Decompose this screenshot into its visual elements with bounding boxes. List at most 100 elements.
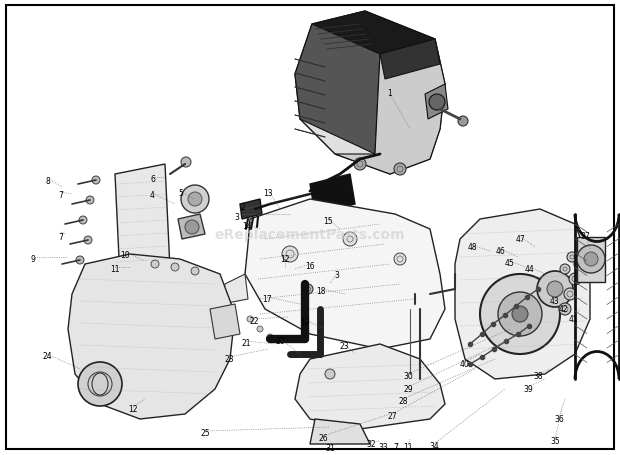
Text: 7: 7 [58,233,63,242]
Text: 35: 35 [550,436,560,445]
Circle shape [191,268,199,275]
Text: 11: 11 [110,265,120,274]
Text: 45: 45 [505,259,515,268]
Polygon shape [380,40,440,80]
Polygon shape [455,210,590,379]
Circle shape [185,221,199,234]
Text: 37: 37 [580,232,590,241]
Text: 3: 3 [234,213,239,222]
Text: 39: 39 [523,384,533,394]
Text: 43: 43 [550,297,560,306]
Text: 33: 33 [378,443,388,451]
Text: 10: 10 [120,250,130,259]
Polygon shape [115,165,170,279]
Circle shape [574,258,586,270]
Text: 41: 41 [568,315,578,324]
Circle shape [569,273,581,285]
Polygon shape [210,304,240,339]
Circle shape [429,95,445,111]
Circle shape [92,177,100,185]
Text: 32: 32 [366,440,376,449]
Text: 44: 44 [525,265,535,274]
Text: 16: 16 [305,262,315,271]
Circle shape [325,369,335,379]
Text: 8: 8 [46,177,50,186]
Polygon shape [310,419,370,444]
Text: 2: 2 [241,202,246,211]
Text: 13: 13 [263,188,273,197]
Circle shape [512,306,528,322]
Text: 24: 24 [42,352,52,361]
Text: 27: 27 [387,412,397,420]
Text: 25: 25 [200,429,210,438]
Text: 7: 7 [58,190,63,199]
Circle shape [76,257,84,264]
Polygon shape [312,12,435,55]
Circle shape [303,284,313,294]
Circle shape [343,233,357,247]
Text: 20: 20 [275,337,285,346]
Text: 30: 30 [403,372,413,381]
Text: 15: 15 [323,217,333,226]
Circle shape [188,192,202,207]
Circle shape [577,245,605,273]
Polygon shape [240,200,262,219]
Text: 26: 26 [318,434,328,443]
Text: 34: 34 [429,441,439,450]
Text: 12: 12 [280,255,290,264]
Circle shape [567,253,577,263]
Circle shape [267,334,273,340]
Text: 18: 18 [316,287,326,296]
Circle shape [394,164,406,176]
Text: 47: 47 [516,235,526,244]
Circle shape [79,217,87,224]
Circle shape [354,159,366,171]
Polygon shape [178,214,205,239]
Circle shape [257,326,263,332]
Circle shape [151,260,159,268]
Text: 5: 5 [179,188,184,197]
Polygon shape [335,40,445,175]
Text: 23: 23 [224,355,234,364]
Text: 9: 9 [30,255,35,264]
Polygon shape [68,254,235,419]
Text: 42: 42 [558,305,568,314]
Text: 17: 17 [262,295,272,304]
Text: 38: 38 [533,372,543,381]
Text: eReplacementParts.com: eReplacementParts.com [215,228,405,242]
Circle shape [171,263,179,271]
Text: 7: 7 [394,443,399,451]
Text: 11: 11 [403,443,413,451]
Circle shape [560,264,570,274]
Text: 4: 4 [149,191,154,200]
Text: 48: 48 [467,243,477,252]
Text: 28: 28 [398,397,408,405]
Text: 40: 40 [460,360,470,369]
Circle shape [84,237,92,244]
Circle shape [181,157,191,167]
Polygon shape [295,25,380,155]
Circle shape [282,247,298,263]
Text: 12: 12 [128,404,138,414]
Circle shape [584,253,598,267]
Circle shape [78,362,122,406]
Text: 1: 1 [388,88,392,97]
Text: 3: 3 [335,271,339,280]
Polygon shape [245,200,445,349]
Circle shape [247,316,253,322]
Text: 36: 36 [554,415,564,424]
Text: 6: 6 [151,175,156,184]
Text: 23: 23 [339,342,349,351]
Bar [577,238,605,283]
Polygon shape [295,344,445,429]
Text: 22: 22 [249,317,259,326]
Text: 46: 46 [496,247,506,256]
Text: 21: 21 [241,339,250,348]
Circle shape [537,271,573,307]
Text: 14: 14 [242,222,252,231]
Polygon shape [222,274,248,304]
Circle shape [394,253,406,265]
Text: 29: 29 [403,384,413,394]
Circle shape [578,243,592,257]
Text: 31: 31 [325,444,335,453]
